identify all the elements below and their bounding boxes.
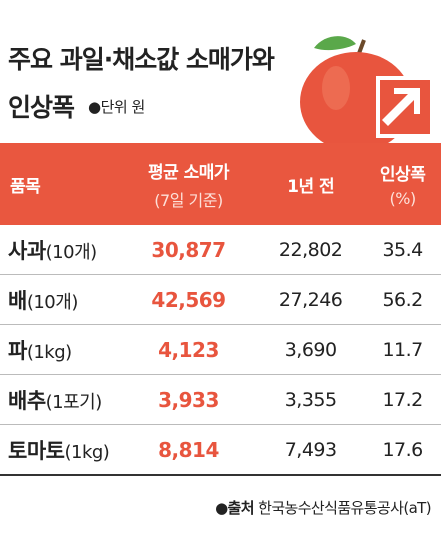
title: 인상폭 — [8, 93, 75, 122]
column-label: 품목 — [10, 176, 41, 197]
source-label: ●출처 — [215, 499, 254, 517]
column-sublabel: (%) — [389, 189, 417, 208]
price-cell: 4,123 — [120, 324, 258, 375]
price-cell: 8,814 — [120, 424, 258, 476]
item-unit: (10개) — [45, 241, 98, 263]
column-sublabel: (7일 기준) — [154, 190, 223, 210]
value-cell: 11.7 — [364, 324, 441, 375]
price-cell: 3,933 — [120, 374, 258, 425]
column-label: 평균 소매가 — [147, 162, 230, 183]
column-label: 1년 전 — [287, 176, 335, 197]
unit-note: ●단위 원 — [88, 98, 145, 116]
value-cell: 17.6 — [364, 424, 441, 476]
column-header: 평균 소매가 (7일 기준) — [120, 143, 258, 225]
column-header: 품목 — [0, 143, 120, 225]
value-cell: 56.2 — [364, 274, 441, 325]
item-cell: 배추(1포기) — [0, 374, 120, 425]
item-name: 배추 — [8, 388, 46, 413]
table-row: 파(1kg) 4,123 3,690 11.7 — [0, 324, 441, 375]
table-row: 배(10개) 42,569 27,246 56.2 — [0, 274, 441, 325]
column-header: 인상폭 (%) — [364, 143, 441, 225]
item-cell: 사과(10개) — [0, 225, 120, 275]
item-unit: (1kg) — [26, 341, 72, 363]
source: ●출처 한국농수산식품유통공사(aT) — [215, 497, 432, 518]
item-name: 배 — [8, 288, 27, 313]
price-cell: 42,569 — [120, 274, 258, 325]
item-cell: 토마토(1kg) — [0, 424, 120, 476]
item-unit: (1포기) — [45, 391, 103, 413]
value-cell: 17.2 — [364, 374, 441, 425]
price-cell: 30,877 — [120, 225, 258, 275]
item-name: 토마토 — [8, 438, 65, 463]
item-unit: (10개) — [26, 291, 79, 313]
item-name: 파 — [8, 338, 27, 363]
value-cell: 22,802 — [257, 225, 365, 275]
item-name: 사과 — [8, 238, 46, 263]
table-row: 토마토(1kg) 8,814 7,493 17.6 — [0, 424, 441, 476]
source-text: 한국농수산식품유통공사(aT) — [258, 499, 431, 517]
table-row: 배추(1포기) 3,933 3,355 17.2 — [0, 374, 441, 425]
column-label: 인상폭 — [379, 165, 426, 185]
value-cell: 3,355 — [257, 374, 365, 425]
value-cell: 35.4 — [364, 225, 441, 275]
apple-illustration — [300, 36, 434, 144]
item-cell: 배(10개) — [0, 274, 120, 325]
item-unit: (1kg) — [64, 441, 110, 463]
column-header: 1년 전 — [257, 143, 365, 225]
title: 주요 과일·채소값 소매가와 — [8, 45, 275, 74]
price-table: 품목 평균 소매가 (7일 기준) 1년 전 인상폭 (%) 사과(10개) 30,877 2… — [0, 143, 441, 476]
value-cell: 27,246 — [257, 274, 365, 325]
value-cell: 3,690 — [257, 324, 365, 375]
value-cell: 7,493 — [257, 424, 365, 476]
item-cell: 파(1kg) — [0, 324, 120, 375]
table-row: 사과(10개) 30,877 22,802 35.4 — [0, 225, 441, 275]
